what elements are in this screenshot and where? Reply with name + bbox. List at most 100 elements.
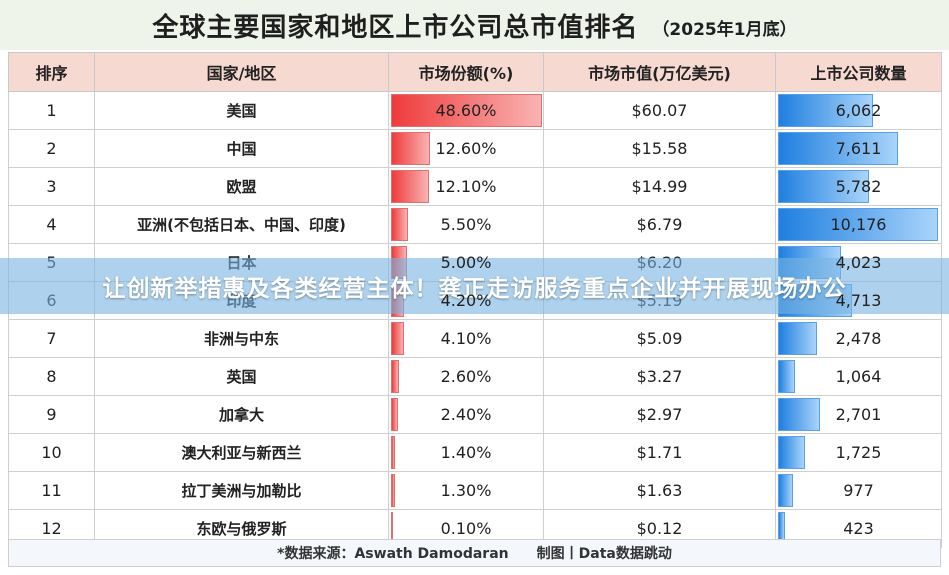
count-cell: 2,701 xyxy=(775,395,942,434)
share-cell: 2.40% xyxy=(388,395,544,434)
count-bar xyxy=(778,322,817,355)
value-cell: $5.09 xyxy=(543,319,776,358)
region-cell: 澳大利亚与新西兰 xyxy=(94,433,389,472)
share-cell: 12.60% xyxy=(388,129,544,168)
chart-title: 全球主要国家和地区上市公司总市值排名 （2025年1月底） xyxy=(0,0,949,50)
share-label: 0.10% xyxy=(440,519,492,538)
footer-maker: 制图丨Data数据跳动 xyxy=(536,546,672,562)
header-share: 市场份额(%) xyxy=(388,52,544,92)
count-bar xyxy=(778,436,806,469)
region-cell: 拉丁美洲与加勒比 xyxy=(94,471,389,510)
region-cell: 英国 xyxy=(94,357,389,396)
share-bar xyxy=(391,322,404,355)
region-cell: 中国 xyxy=(94,129,389,168)
count-label: 10,176 xyxy=(830,215,887,234)
header-count: 上市公司数量 xyxy=(775,52,942,92)
table-row: 11 拉丁美洲与加勒比 1.30% $1.63 977 xyxy=(8,471,942,510)
count-cell: 1,064 xyxy=(775,357,942,396)
share-label: 4.10% xyxy=(440,329,492,348)
share-cell: 1.30% xyxy=(388,471,544,510)
header-rank: 排序 xyxy=(8,52,95,92)
count-label: 977 xyxy=(843,481,874,500)
share-label: 1.40% xyxy=(440,443,492,462)
count-label: 1,725 xyxy=(835,443,882,462)
region-cell: 欧盟 xyxy=(94,167,389,206)
count-label: 423 xyxy=(843,519,874,538)
rank-cell: 7 xyxy=(8,319,95,358)
table-row: 3 欧盟 12.10% $14.99 5,782 xyxy=(8,167,942,206)
header-value: 市场市值(万亿美元) xyxy=(543,52,776,92)
value-cell: $1.71 xyxy=(543,433,776,472)
value-cell: $14.99 xyxy=(543,167,776,206)
footer-source: *数据来源：Aswath Damodaran xyxy=(277,546,509,562)
share-label: 5.00% xyxy=(440,253,492,272)
rank-cell: 2 xyxy=(8,129,95,168)
count-label: 5,782 xyxy=(835,177,882,196)
share-bar xyxy=(391,436,396,469)
region-cell: 非洲与中东 xyxy=(94,319,389,358)
header-region: 国家/地区 xyxy=(94,52,389,92)
share-label: 1.30% xyxy=(440,481,492,500)
share-bar xyxy=(391,398,399,431)
table-row: 9 加拿大 2.40% $2.97 2,701 xyxy=(8,395,942,434)
share-label: 4.20% xyxy=(440,291,492,310)
share-bar xyxy=(391,360,400,393)
table-row: 10 澳大利亚与新西兰 1.40% $1.71 1,725 xyxy=(8,433,942,472)
count-bar xyxy=(778,360,795,393)
count-cell: 5,782 xyxy=(775,167,942,206)
region-cell: 亚洲(不包括日本、中国、印度) xyxy=(94,205,389,244)
count-label: 2,701 xyxy=(835,405,882,424)
header-row: 排序 国家/地区 市场份额(%) 市场市值(万亿美元) 上市公司数量 xyxy=(8,52,942,92)
count-cell: 10,176 xyxy=(775,205,942,244)
rank-cell: 10 xyxy=(8,433,95,472)
count-bar xyxy=(778,170,869,203)
table-body: 1 美国 48.60% $60.07 6,062 2 中国 12.60% $15.58 7,611… xyxy=(8,91,942,548)
value-cell: $1.63 xyxy=(543,471,776,510)
table-row: 4 亚洲(不包括日本、中国、印度) 5.50% $6.79 10,176 xyxy=(8,205,942,244)
share-cell: 5.50% xyxy=(388,205,544,244)
share-cell: 4.10% xyxy=(388,319,544,358)
share-label: 5.50% xyxy=(440,215,492,234)
rank-cell: 9 xyxy=(8,395,95,434)
count-cell: 1,725 xyxy=(775,433,942,472)
share-label: 48.60% xyxy=(435,101,497,120)
rank-cell: 4 xyxy=(8,205,95,244)
value-cell: $6.79 xyxy=(543,205,776,244)
share-cell: 12.10% xyxy=(388,167,544,206)
rank-cell: 1 xyxy=(8,91,95,130)
share-bar xyxy=(391,208,409,241)
share-label: 2.60% xyxy=(440,367,492,386)
table-row: 7 非洲与中东 4.10% $5.09 2,478 xyxy=(8,319,942,358)
count-label: 4,023 xyxy=(835,253,882,272)
share-label: 12.60% xyxy=(435,139,497,158)
count-bar xyxy=(778,208,938,241)
title-sub: （2025年1月底） xyxy=(652,19,797,40)
count-label: 2,478 xyxy=(835,329,882,348)
count-bar xyxy=(778,132,898,165)
count-label: 1,064 xyxy=(835,367,882,386)
share-bar xyxy=(391,170,429,203)
count-label: 7,611 xyxy=(835,139,882,158)
news-banner[interactable]: 让创新举措惠及各类经营主体！龚正走访服务重点企业并开展现场办公 xyxy=(0,258,949,314)
count-label: 4,713 xyxy=(835,291,882,310)
rank-cell: 3 xyxy=(8,167,95,206)
share-label: 12.10% xyxy=(435,177,497,196)
share-cell: 1.40% xyxy=(388,433,544,472)
banner-text: 让创新举措惠及各类经营主体！龚正走访服务重点企业并开展现场办公 xyxy=(102,276,847,302)
value-cell: $3.27 xyxy=(543,357,776,396)
value-cell: $15.58 xyxy=(543,129,776,168)
footer: *数据来源：Aswath Damodaran 制图丨Data数据跳动 xyxy=(8,539,941,567)
table-row: 8 英国 2.60% $3.27 1,064 xyxy=(8,357,942,396)
share-cell: 48.60% xyxy=(388,91,544,130)
table-row: 2 中国 12.60% $15.58 7,611 xyxy=(8,129,942,168)
count-bar xyxy=(778,474,794,507)
title-main: 全球主要国家和地区上市公司总市值排名 xyxy=(152,12,639,43)
rank-cell: 8 xyxy=(8,357,95,396)
count-bar xyxy=(778,398,821,431)
share-bar xyxy=(391,132,431,165)
region-cell: 美国 xyxy=(94,91,389,130)
share-cell: 2.60% xyxy=(388,357,544,396)
region-cell: 加拿大 xyxy=(94,395,389,434)
count-cell: 2,478 xyxy=(775,319,942,358)
rank-cell: 11 xyxy=(8,471,95,510)
